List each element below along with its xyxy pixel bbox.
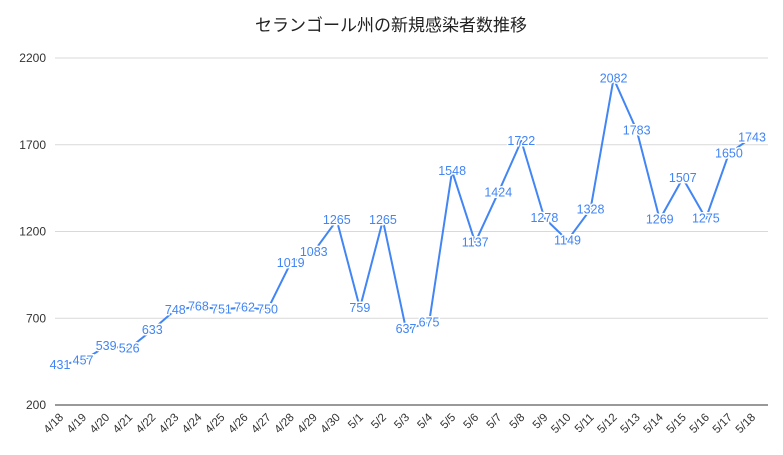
x-tick-label: 5/6: [462, 412, 482, 432]
chart-title: セランゴール州の新規感染者数推移: [255, 15, 527, 36]
x-tick-label: 4/19: [65, 412, 89, 436]
x-tick-label: 4/24: [180, 411, 205, 436]
y-tick-label: 1700: [19, 138, 46, 152]
x-tick-label: 5/15: [665, 412, 689, 436]
x-tick-label: 5/2: [369, 412, 389, 432]
x-tick-label: 5/3: [392, 412, 412, 432]
x-tick-label: 4/30: [319, 412, 343, 436]
data-label: 633: [142, 323, 163, 337]
data-label: 1019: [277, 256, 305, 270]
data-label: 1507: [669, 171, 697, 185]
x-tick-label: 5/14: [642, 411, 667, 436]
data-label: 1137: [462, 235, 489, 249]
data-label: 675: [419, 316, 440, 330]
x-tick-label: 4/26: [226, 412, 250, 436]
data-label: 1269: [646, 213, 674, 227]
data-label: 431: [50, 358, 71, 372]
x-tick-label: 5/8: [508, 412, 528, 432]
x-axis: 4/184/194/204/214/224/234/244/254/264/27…: [42, 411, 758, 436]
data-label: 768: [188, 299, 209, 313]
data-label: 1083: [300, 245, 328, 259]
x-tick-label: 5/17: [711, 412, 735, 436]
data-label: 748: [165, 303, 186, 317]
x-tick-label: 4/28: [272, 412, 296, 436]
data-label: 1424: [484, 186, 512, 200]
data-label: 2082: [600, 71, 628, 85]
x-tick-label: 5/13: [618, 412, 642, 436]
x-tick-label: 4/22: [134, 412, 158, 436]
data-label: 1278: [530, 211, 558, 225]
x-tick-label: 5/4: [415, 411, 435, 431]
data-label: 1275: [692, 211, 720, 225]
x-tick-label: 5/9: [531, 412, 551, 432]
data-label: 1722: [507, 134, 535, 148]
data-label: 1149: [554, 233, 581, 247]
data-label: 750: [257, 303, 278, 317]
data-label: 1265: [369, 213, 397, 227]
data-label: 759: [349, 301, 370, 315]
x-tick-label: 5/12: [595, 412, 619, 436]
x-tick-label: 5/1: [346, 412, 366, 432]
x-tick-label: 4/29: [296, 412, 320, 436]
data-label: 457: [73, 353, 94, 367]
x-tick-label: 4/23: [157, 412, 181, 436]
x-tick-label: 4/20: [88, 412, 112, 436]
data-label: 539: [96, 339, 117, 353]
x-tick-label: 4/21: [111, 412, 135, 436]
gridlines: [55, 57, 768, 406]
x-tick-label: 5/16: [688, 412, 712, 436]
x-tick-label: 5/18: [734, 412, 758, 436]
y-tick-label: 700: [26, 311, 46, 325]
x-tick-label: 4/27: [249, 412, 273, 436]
x-tick-label: 5/7: [485, 412, 505, 432]
x-tick-label: 5/11: [573, 412, 597, 436]
y-tick-label: 2200: [19, 51, 46, 65]
series-line: [59, 77, 753, 366]
x-tick-label: 4/25: [203, 412, 227, 436]
x-tick-label: 5/10: [549, 412, 573, 436]
data-label: 751: [211, 302, 232, 316]
series-polyline: [59, 77, 753, 366]
x-tick-label: 4/18: [42, 412, 66, 436]
data-label: 1265: [323, 213, 351, 227]
data-label: 762: [234, 300, 255, 314]
x-tick-label: 5/5: [438, 412, 458, 432]
data-label: 1548: [438, 164, 466, 178]
data-label: 1743: [738, 130, 766, 144]
y-tick-label: 1200: [19, 225, 46, 239]
y-axis: 200 700 1200 1700 2200: [19, 51, 46, 412]
data-label: 637: [396, 322, 417, 336]
data-label: 526: [119, 341, 140, 355]
y-tick-label: 200: [26, 398, 46, 412]
data-label: 1783: [623, 123, 651, 137]
data-label: 1328: [577, 202, 605, 216]
data-label: 1650: [715, 146, 743, 160]
